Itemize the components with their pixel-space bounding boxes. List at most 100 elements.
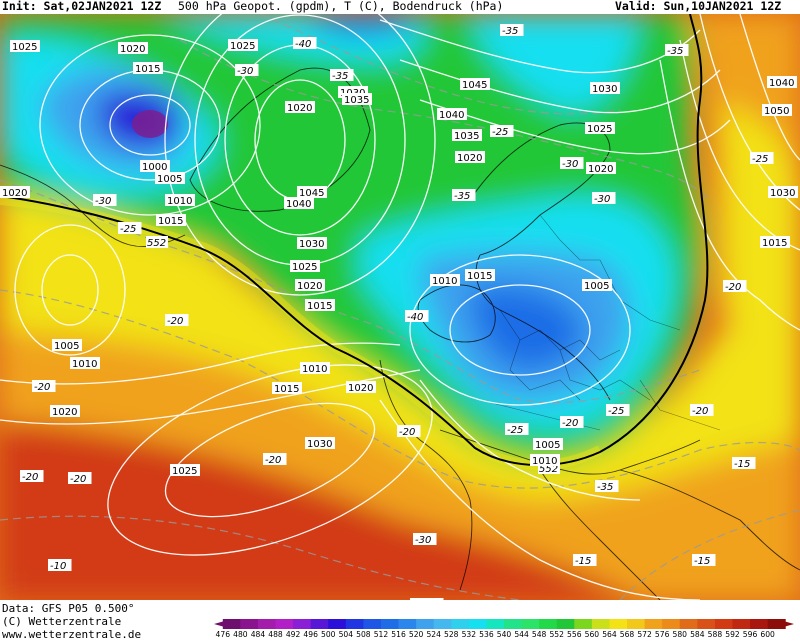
pressure-label-box	[465, 269, 495, 281]
temperature-label: -25	[492, 127, 508, 138]
isobar-low-1015	[39, 34, 261, 216]
pressure-label-box	[768, 186, 798, 198]
isotherm-minus-15	[0, 515, 521, 600]
colorbar-tick-label: 600	[760, 630, 775, 639]
colorbar-segment	[328, 619, 347, 629]
colorbar-tick-label: 528	[444, 630, 459, 639]
colorbar-segment	[416, 619, 435, 629]
colorbar-tick-label: 488	[268, 630, 283, 639]
isotherm-minus-30	[179, 39, 711, 201]
colorbar-segment	[697, 619, 716, 629]
pressure-label: 1010	[302, 364, 327, 375]
italy-coast	[539, 469, 661, 600]
isobar-low-west-1010	[14, 224, 126, 356]
colorbar-tick-label: 536	[479, 630, 494, 639]
pressure-label: 1040	[769, 78, 794, 89]
temperature-label: -20	[562, 418, 578, 429]
temperature-label-box	[20, 470, 44, 482]
pressure-label: 1025	[230, 41, 255, 52]
temperature-label: -20	[70, 474, 86, 485]
pressure-label-box	[767, 76, 797, 88]
colorbar-tick-label: 476	[215, 630, 231, 639]
iberia-west-coast	[379, 359, 473, 591]
temperature-label: -20	[399, 427, 415, 438]
colorbar-segment	[609, 619, 628, 629]
colorbar-segment	[627, 619, 646, 629]
pressure-label: 1020	[120, 44, 145, 55]
pressure-label-box	[297, 237, 327, 249]
contour-552-line	[0, 14, 709, 466]
pressure-label: 1010	[167, 196, 192, 207]
temperature-label-box	[490, 125, 514, 137]
pressure-label: 1020	[52, 407, 77, 418]
temperature-label: -15	[734, 459, 750, 470]
pressure-label-box	[305, 437, 335, 449]
colorbar-segment	[433, 619, 452, 629]
temperature-label-box	[405, 310, 429, 322]
temperature-label: -20	[167, 316, 183, 327]
pressure-label-box	[530, 454, 560, 466]
pressure-label-box	[70, 357, 100, 369]
colorbar-tick-label: 556	[567, 630, 582, 639]
pressure-label-box	[156, 214, 186, 226]
pressure-label: 1020	[287, 103, 312, 114]
colorbar-tick-label: 504	[338, 630, 354, 639]
pressure-label: 1010	[532, 456, 557, 467]
colorbar-arrow-right	[776, 619, 794, 629]
temperature-label: -30	[95, 196, 111, 207]
isobar-med-1020	[419, 379, 641, 501]
contour-552-label-text: 552	[147, 238, 166, 249]
temperature-label: -40	[407, 312, 423, 323]
temperature-label-box	[573, 554, 597, 566]
colorbar-tick-label: 572	[637, 630, 652, 639]
pressure-label: 1040	[439, 110, 464, 121]
scandinavia-coast	[469, 122, 611, 256]
pressure-label: 1015	[467, 271, 492, 282]
contour-552	[0, 14, 709, 466]
iberia-med-coast	[439, 429, 701, 475]
colorbar-tick-label: 560	[584, 630, 600, 639]
shade-north-blue	[300, 14, 420, 35]
colorbar-segment	[521, 619, 540, 629]
pressure-label: 1005	[157, 174, 182, 185]
pressure-label-box	[285, 101, 315, 113]
temperature-label: -30	[415, 535, 431, 546]
colorbar-segment	[662, 619, 681, 629]
pressure-label: 1040	[286, 199, 311, 210]
temperature-label: -20	[725, 282, 741, 293]
pressure-label: 1025	[172, 466, 197, 477]
pressure-label-box	[762, 104, 792, 116]
colorbar-segment	[644, 619, 663, 629]
colorbar-segment	[240, 619, 259, 629]
variable-title: 500 hPa Geopot. (gpdm), T (C), Bodendruc…	[178, 0, 504, 13]
website-url: www.wetterzentrale.de	[2, 628, 142, 641]
temperature-label-box	[592, 192, 616, 204]
colorbar-segment	[750, 619, 769, 629]
pressure-label-box	[284, 197, 314, 209]
pressure-label: 1045	[462, 80, 487, 91]
colorbar-tick-label: 520	[408, 630, 424, 639]
pressure-label-box	[118, 42, 148, 54]
temperature-label-box	[452, 189, 476, 201]
temperature-label: -35	[502, 26, 518, 37]
temperature-label: -40	[295, 39, 311, 50]
isobar-europe-1005	[449, 284, 591, 376]
pressure-label-box	[437, 108, 467, 120]
pressure-label: 1005	[535, 440, 560, 451]
pressure-label-box	[452, 129, 482, 141]
border-line-3	[559, 349, 651, 401]
colorbar-segment	[363, 619, 382, 629]
isobar-high-azores-1025	[107, 364, 433, 556]
colorbar-tick-label: 524	[426, 630, 441, 639]
colorbar-tick-label: 484	[250, 630, 266, 639]
pressure-label: 1020	[2, 188, 27, 199]
pressure-label-box	[582, 279, 612, 291]
colorbar-segment	[257, 619, 277, 629]
pressure-labels: 1020 1015 1025 1025 1020 1030 1035 1045 1030 1040…	[0, 39, 798, 477]
border-line-5	[539, 214, 600, 261]
temperature-label-box	[118, 222, 142, 234]
colorbar-segment	[504, 619, 523, 629]
pressure-label: 1030	[770, 188, 795, 199]
data-source: Data: GFS P05 0.500°	[2, 602, 135, 615]
temperature-label-box	[93, 194, 117, 206]
